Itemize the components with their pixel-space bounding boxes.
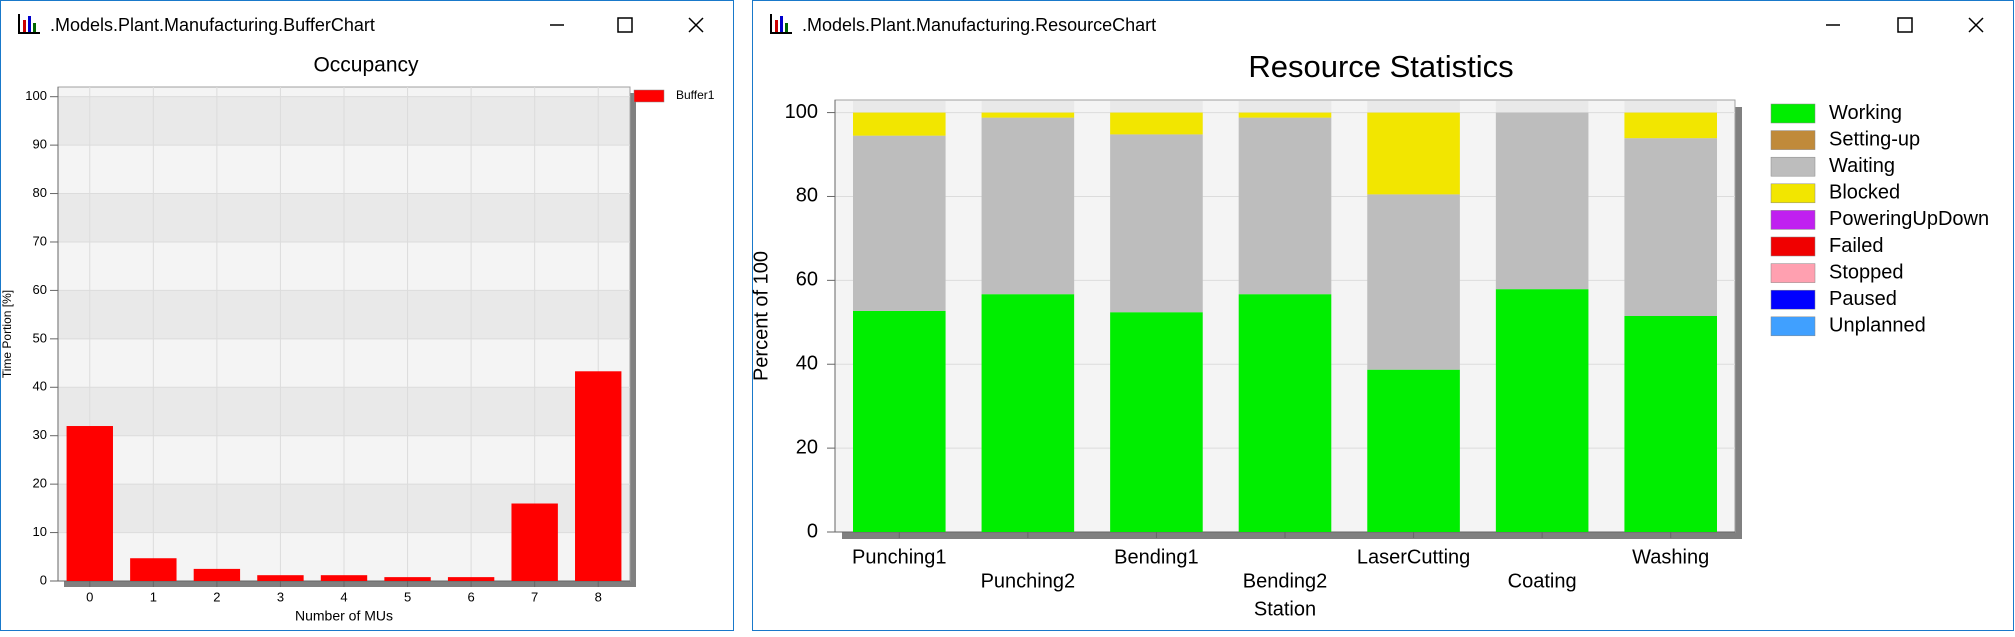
y-tick-label: 0 <box>40 572 47 587</box>
legend-label: Working <box>1829 102 1902 124</box>
close-button[interactable] <box>688 17 704 33</box>
bar-segment <box>853 112 946 136</box>
chart-title: Resource Statistics <box>1248 49 1513 84</box>
x-tick-label: 7 <box>531 589 538 604</box>
legend-label: Setting-up <box>1829 128 1920 150</box>
x-tick-label: Punching2 <box>981 570 1076 592</box>
y-tick-label: 20 <box>796 436 818 458</box>
y-tick-label: 80 <box>796 185 818 207</box>
y-axis-label: Time Portion [%] <box>0 290 14 378</box>
legend-swatch <box>633 89 665 103</box>
legend-swatch <box>1770 156 1816 177</box>
x-axis-label: Station <box>1254 598 1316 620</box>
y-axis-label: Percent of 100 <box>750 251 772 381</box>
y-tick-label: 30 <box>33 427 47 442</box>
y-tick-label: 40 <box>796 353 818 375</box>
y-tick-label: 60 <box>796 269 818 291</box>
legend-swatch <box>1770 263 1816 283</box>
bar <box>130 558 177 581</box>
bar-segment <box>1238 294 1332 532</box>
legend-swatch <box>1770 130 1816 150</box>
legend-swatch <box>1770 183 1816 204</box>
x-tick-label: 4 <box>340 589 347 604</box>
legend-label: PoweringUpDown <box>1829 208 1989 230</box>
legend-label: Blocked <box>1829 182 1900 204</box>
x-tick-label: 6 <box>467 589 474 604</box>
bar-segment <box>981 112 1075 118</box>
bar-segment <box>1624 316 1717 532</box>
x-tick-label: Washing <box>1632 546 1709 568</box>
x-axis-label: Number of MUs <box>295 608 393 624</box>
bar <box>193 568 241 581</box>
legend-label: Unplanned <box>1829 315 1926 337</box>
legend-label: Paused <box>1829 288 1897 310</box>
y-tick-label: 80 <box>33 185 47 200</box>
legend-label: Stopped <box>1829 261 1904 283</box>
x-tick-label: Coating <box>1508 570 1577 592</box>
bar-segment <box>981 294 1075 532</box>
legend-swatch <box>1770 289 1816 310</box>
close-button[interactable] <box>1968 17 1984 33</box>
window-icon <box>770 14 792 34</box>
bar-segment <box>1624 112 1717 139</box>
bar-segment <box>1238 117 1332 295</box>
bar-segment <box>1624 138 1717 316</box>
x-tick-label: 8 <box>595 589 602 604</box>
maximize-button[interactable] <box>1897 17 1913 33</box>
x-tick-label: LaserCutting <box>1357 546 1470 568</box>
window-title: .Models.Plant.Manufacturing.BufferChart <box>50 15 375 35</box>
x-tick-label: 2 <box>213 589 220 604</box>
bar <box>575 371 622 581</box>
x-tick-label: 5 <box>404 589 411 604</box>
bar-segment <box>1495 289 1589 532</box>
bar <box>447 577 495 581</box>
legend-swatch <box>1770 316 1816 337</box>
y-tick-label: 100 <box>785 101 818 123</box>
bar-segment <box>1238 112 1332 118</box>
bar-segment <box>1367 369 1460 532</box>
legend-swatch <box>1770 236 1816 257</box>
y-tick-label: 20 <box>33 476 47 491</box>
bar <box>320 575 368 581</box>
bar-segment <box>1495 112 1589 290</box>
bar <box>511 503 558 581</box>
bar <box>384 577 431 581</box>
y-tick-label: 70 <box>33 233 47 248</box>
x-tick-label: 0 <box>86 589 93 604</box>
legend-label: Failed <box>1829 235 1883 257</box>
bar-segment <box>1110 134 1203 313</box>
window-title: .Models.Plant.Manufacturing.ResourceChar… <box>802 15 1156 35</box>
y-tick-label: 0 <box>807 520 818 542</box>
x-tick-label: Bending1 <box>1114 546 1199 568</box>
chart-title: Occupancy <box>313 54 419 77</box>
x-tick-label: 1 <box>150 589 157 604</box>
y-tick-label: 10 <box>33 524 47 539</box>
maximize-button[interactable] <box>617 17 633 33</box>
bar-segment <box>1110 112 1203 135</box>
bar-segment <box>981 117 1075 295</box>
x-tick-label: Punching1 <box>852 546 947 568</box>
x-tick-label: 3 <box>277 589 284 604</box>
bar-segment <box>1367 194 1460 370</box>
bar-segment <box>853 310 946 532</box>
y-tick-label: 50 <box>33 330 47 345</box>
legend-swatch <box>1770 103 1816 124</box>
bar-segment <box>853 135 946 311</box>
y-tick-label: 60 <box>33 282 47 297</box>
legend-swatch <box>1770 210 1816 230</box>
legend-label: Waiting <box>1829 155 1895 177</box>
window-icon <box>18 14 40 34</box>
legend-label: Buffer1 <box>676 88 715 102</box>
y-tick-label: 100 <box>25 88 47 103</box>
bar <box>257 575 304 581</box>
bar-segment <box>1110 312 1203 532</box>
y-tick-label: 40 <box>33 379 47 394</box>
bar <box>66 426 113 581</box>
bar-segment <box>1367 112 1460 195</box>
y-tick-label: 90 <box>33 137 47 152</box>
x-tick-label: Bending2 <box>1243 570 1328 592</box>
